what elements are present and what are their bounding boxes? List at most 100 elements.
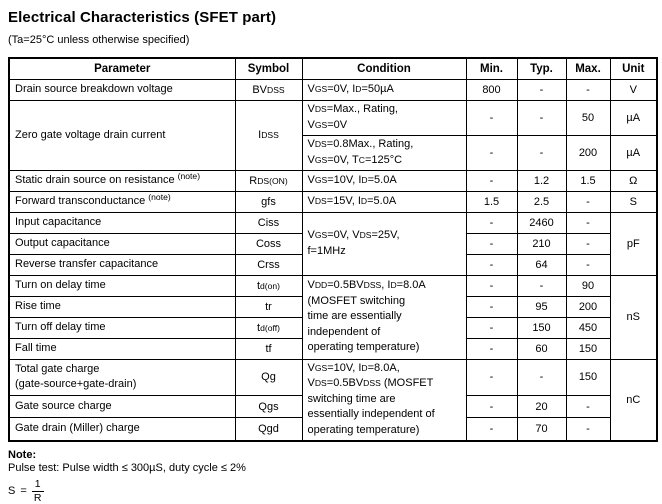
formula-lhs: S xyxy=(8,484,16,497)
symbol-cell: Qg xyxy=(234,358,303,397)
param-cell: Drain source breakdown voltage xyxy=(8,78,236,101)
table-header-row: Parameter Symbol Condition Min. Typ. Max… xyxy=(8,57,658,80)
col-header-unit: Unit xyxy=(609,57,658,80)
row-breakdown-voltage: Drain source breakdown voltage BVDSS VGS… xyxy=(8,78,658,101)
max-cell: - xyxy=(565,232,611,255)
symbol-cell: Qgs xyxy=(234,395,303,419)
symbol-cell: Crss xyxy=(234,253,303,276)
note-label: Note: xyxy=(8,448,37,461)
param-cell: Rise time xyxy=(8,295,236,318)
symbol-cell: td(on) xyxy=(234,274,303,297)
min-cell: - xyxy=(465,134,518,171)
symbol-cell: BVDSS xyxy=(234,78,303,101)
max-cell: 200 xyxy=(565,295,611,318)
typ-cell: 210 xyxy=(516,232,567,255)
unit-cell: pF xyxy=(609,211,658,276)
unit-cell: µA xyxy=(609,134,658,171)
row-gfs: Forward transconductance (note) gfs VDS=… xyxy=(8,190,658,213)
col-header-min: Min. xyxy=(465,57,518,80)
typ-cell: 64 xyxy=(516,253,567,276)
page-title: Electrical Characteristics (SFET part) xyxy=(8,9,277,26)
min-cell: - xyxy=(465,316,518,339)
max-cell: - xyxy=(565,417,611,442)
unit-cell: V xyxy=(609,78,658,101)
max-cell: 1.5 xyxy=(565,169,611,192)
min-cell: - xyxy=(465,295,518,318)
condition-cell: VGS=10V, ID=8.0A, VDS=0.5BVDSS (MOSFET swi… xyxy=(301,358,467,442)
max-cell: - xyxy=(565,211,611,234)
max-cell: 90 xyxy=(565,274,611,297)
param-cell: Gate drain (Miller) charge xyxy=(8,417,236,442)
symbol-cell: tf xyxy=(234,337,303,360)
typ-cell: 2.5 xyxy=(516,190,567,213)
max-cell: - xyxy=(565,78,611,101)
typ-cell: - xyxy=(516,358,567,397)
param-cell: Fall time xyxy=(8,337,236,360)
row-idss-sub1: Zero gate voltage drain current IDSS VDS… xyxy=(8,99,658,171)
symbol-cell: IDSS xyxy=(234,99,303,171)
param-cell: Input capacitance xyxy=(8,211,236,234)
formula-fraction: 1 R xyxy=(31,479,44,504)
symbol-cell: td(off) xyxy=(234,316,303,339)
param-cell: Turn off delay time xyxy=(8,316,236,339)
row-ciss: Input capacitance Ciss VGS=0V, VDS=25V, f… xyxy=(8,211,658,276)
typ-cell: 1.2 xyxy=(516,169,567,192)
row-rdson: Static drain source on resistance (note)… xyxy=(8,169,658,192)
electrical-characteristics-table: Parameter Symbol Condition Min. Typ. Max… xyxy=(8,57,658,442)
min-cell: - xyxy=(465,232,518,255)
max-cell: 50 xyxy=(565,99,611,136)
row-tf: Fall time tf - 60 150 xyxy=(8,337,657,360)
min-cell: - xyxy=(465,417,518,442)
row-crss: Reverse transfer capacitance Crss - 64 - xyxy=(8,253,657,276)
unit-cell: µA xyxy=(609,99,658,136)
max-cell: 150 xyxy=(565,337,611,360)
max-cell: 200 xyxy=(565,134,611,171)
min-cell: - xyxy=(465,169,518,192)
col-header-condition: Condition xyxy=(301,57,467,80)
typ-cell: 150 xyxy=(516,316,567,339)
row-idss-sub2: VDS=0.8Max., Rating, VGS=0V, TC=125°C - -… xyxy=(9,134,658,171)
symbol-cell: gfs xyxy=(234,190,303,213)
condition-cell: VDS=15V, ID=5.0A xyxy=(301,190,467,213)
param-cell: Output capacitance xyxy=(8,232,236,255)
symbol-cell: tr xyxy=(234,295,303,318)
max-cell: - xyxy=(565,253,611,276)
condition-cell: VDD=0.5BVDSS, ID=8.0A (MOSFET switching ti… xyxy=(301,274,467,360)
footnote-block: Note: Pulse test: Pulse width ≤ 300µS, d… xyxy=(8,449,654,504)
col-header-typ: Typ. xyxy=(516,57,567,80)
max-cell: 150 xyxy=(565,358,611,397)
min-cell: - xyxy=(465,358,518,397)
typ-cell: 60 xyxy=(516,337,567,360)
max-cell: - xyxy=(565,190,611,213)
min-cell: 1.5 xyxy=(465,190,518,213)
min-cell: - xyxy=(465,99,518,136)
formula-equals: = xyxy=(20,484,27,497)
typ-cell: 2460 xyxy=(516,211,567,234)
typ-cell: 70 xyxy=(516,417,567,442)
typ-cell: - xyxy=(516,274,567,297)
symbol-cell: Ciss xyxy=(234,211,303,234)
param-cell: Static drain source on resistance (note) xyxy=(8,169,236,192)
col-header-parameter: Parameter xyxy=(8,57,236,80)
min-cell: - xyxy=(465,253,518,276)
min-cell: 800 xyxy=(465,78,518,101)
unit-cell: nS xyxy=(609,274,658,360)
fraction-numerator: 1 xyxy=(31,479,44,493)
row-tdon: Turn on delay time td(on) VDD=0.5BVDSS, … xyxy=(8,274,658,360)
min-cell: - xyxy=(465,395,518,419)
param-cell: Reverse transfer capacitance xyxy=(8,253,236,276)
typ-cell: - xyxy=(516,134,567,171)
param-cell: Total gate charge (gate-source+gate-drain… xyxy=(8,358,236,397)
condition-cell: VGS=10V, ID=5.0A xyxy=(301,169,467,192)
min-cell: - xyxy=(465,274,518,297)
row-tdoff: Turn off delay time td(off) - 150 450 xyxy=(8,316,657,339)
unit-cell: Ω xyxy=(609,169,658,192)
row-qgd: Gate drain (Miller) charge Qgd - 70 - xyxy=(8,417,657,442)
condition-cell: VDS=0.8Max., Rating, VGS=0V, TC=125°C xyxy=(301,134,467,171)
pulse-test-note: Pulse test: Pulse width ≤ 300µS, duty cy… xyxy=(8,462,246,475)
row-qgs: Gate source charge Qgs - 20 - xyxy=(8,395,657,419)
max-cell: - xyxy=(565,395,611,419)
param-cell: Gate source charge xyxy=(8,395,236,419)
condition-cell: VDS=Max., Rating, VGS=0V xyxy=(301,99,467,136)
